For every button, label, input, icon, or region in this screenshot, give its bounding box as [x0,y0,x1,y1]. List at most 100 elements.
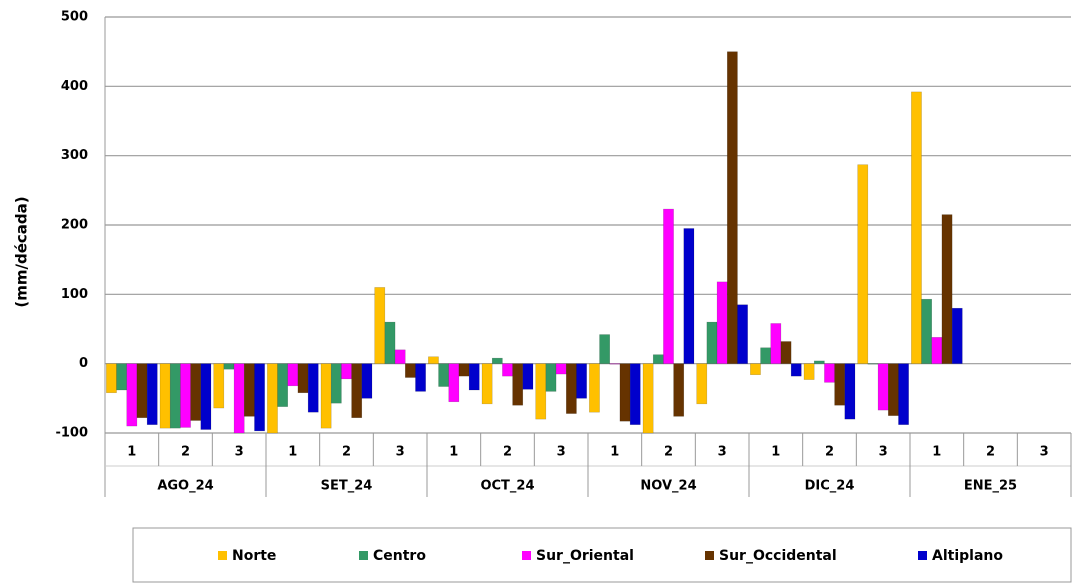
bar [512,363,524,406]
bar [663,208,674,364]
bar [341,363,352,380]
bar [361,363,373,399]
bar [491,357,503,364]
bar [589,363,600,413]
x-group-label: NOV_24 [640,479,696,494]
x-group-label: DIC_24 [805,479,855,494]
bar [468,363,480,391]
bar [190,363,202,421]
bar [223,363,235,370]
bar [931,337,943,364]
bar [652,354,664,364]
bar [405,363,416,378]
bar [502,363,513,377]
bar [535,363,547,420]
bar [857,164,869,364]
legend-swatch [359,551,368,560]
y-tick-label: 0 [79,356,88,371]
bar [169,363,181,429]
legend-label: Sur_Oriental [536,548,634,564]
bar [824,363,835,383]
bar [911,91,922,364]
x-tick-label: 3 [879,445,888,460]
bar [522,363,534,390]
legend-label: Altiplano [932,548,1003,564]
bar [146,363,158,425]
bar [888,363,899,416]
bar [566,363,577,414]
x-tick-label: 2 [664,445,673,460]
bar [448,363,460,403]
legend-box [132,527,1072,583]
y-tick-label: -100 [55,426,88,441]
bar [750,363,761,376]
bar [803,363,815,380]
y-tick-label: 500 [61,10,88,25]
bar [307,363,319,413]
x-group-label: ENE_25 [964,479,1017,494]
bar [696,363,708,405]
bar [844,363,856,420]
bar [727,51,738,364]
bar [642,363,654,434]
bar [834,363,846,406]
bar [780,341,792,364]
bar [126,363,138,427]
x-tick-label: 1 [932,445,941,460]
bar [673,363,685,417]
bar [254,363,265,432]
y-tick-label: 200 [61,218,88,233]
bar [438,363,449,387]
x-group-label: OCT_24 [480,479,534,494]
legend-label: Norte [232,548,276,564]
bar [180,363,191,428]
bar [921,298,932,364]
bar [770,323,782,364]
bar [351,363,363,418]
bar [481,363,493,405]
bar [159,363,171,429]
x-tick-label: 3 [235,445,244,460]
x-tick-label: 1 [449,445,458,460]
bar [576,363,587,399]
x-group-label: SET_24 [321,479,373,494]
bar [384,321,396,364]
legend-swatch [218,551,227,560]
bar [898,363,909,425]
bar [200,363,212,430]
x-tick-label: 3 [396,445,405,460]
bar [629,363,641,425]
bar [136,363,148,418]
legend-swatch [705,551,714,560]
x-tick-label: 1 [610,445,619,460]
x-tick-label: 3 [1040,445,1049,460]
bar [458,363,470,377]
x-tick-label: 2 [825,445,834,460]
x-tick-label: 1 [127,445,136,460]
bar [394,349,406,364]
bar [737,304,748,364]
bar [106,363,117,394]
legend-label: Centro [373,548,426,564]
bar [297,363,309,394]
bar [683,228,695,364]
bar [116,363,127,391]
legend-label: Sur_Occidental [719,548,837,564]
x-tick-label: 2 [503,445,512,460]
x-tick-label: 2 [342,445,351,460]
y-tick-label: 300 [61,148,88,163]
bar [545,363,557,392]
bar [415,363,426,392]
bar [244,363,255,417]
x-tick-label: 2 [986,445,995,460]
bar [706,321,718,364]
legend-swatch [522,551,531,560]
bar [790,363,802,377]
y-tick-label: 100 [61,287,88,302]
bar [867,363,879,365]
bar [609,363,621,365]
bar [287,363,299,387]
y-tick-label: 400 [61,79,88,94]
bar [599,334,610,364]
bar [330,363,342,404]
